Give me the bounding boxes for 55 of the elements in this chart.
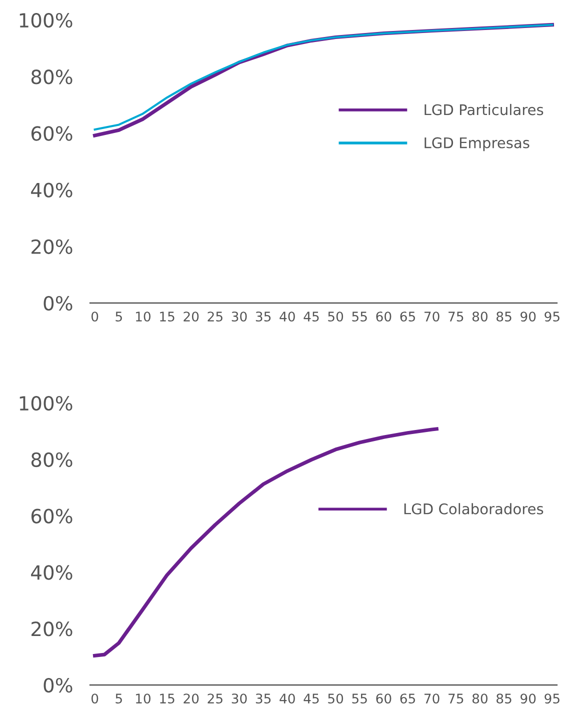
y-tick-label: 80% bbox=[31, 70, 72, 84]
x-tick-label: 80 bbox=[472, 694, 488, 704]
x-tick-label: 95 bbox=[544, 312, 560, 322]
y-tick-label: 0% bbox=[44, 296, 72, 311]
x-tick-label: 0 bbox=[91, 312, 98, 322]
x-tick-label: 45 bbox=[304, 694, 319, 704]
x-tick-label: 85 bbox=[496, 694, 512, 704]
y-tick-label: 100% bbox=[20, 396, 72, 411]
x-tick-label: 0 bbox=[91, 694, 98, 704]
x-tick-label: 30 bbox=[232, 312, 247, 322]
x-tick-label: 65 bbox=[400, 694, 415, 704]
x-tick-label: 50 bbox=[328, 312, 344, 322]
x-tick-label: 25 bbox=[208, 694, 222, 704]
x-tick-label: 60 bbox=[376, 694, 392, 704]
x-tick-label: 65 bbox=[400, 312, 415, 322]
y-tick-label: 0% bbox=[44, 678, 72, 693]
y-tick-label: 20% bbox=[32, 622, 72, 636]
x-tick-label: 10 bbox=[136, 312, 150, 322]
x-tick-label: 85 bbox=[496, 312, 512, 322]
x-tick-label: 20 bbox=[184, 694, 199, 704]
x-tick-label: 5 bbox=[116, 694, 122, 704]
x-tick-label: 70 bbox=[424, 312, 440, 322]
y-tick-label: 100% bbox=[20, 12, 72, 28]
x-tick-label: 75 bbox=[448, 694, 464, 704]
x-tick-label: 20 bbox=[184, 312, 199, 322]
legend-label: LGD Empresas bbox=[424, 137, 530, 152]
x-tick-label: 35 bbox=[256, 694, 271, 704]
x-tick-label: 30 bbox=[232, 694, 247, 704]
x-tick-label: 60 bbox=[376, 312, 392, 322]
x-tick-label: 55 bbox=[352, 312, 367, 322]
y-tick-label: 80% bbox=[31, 452, 72, 468]
legend-label: LGD Particulares bbox=[424, 104, 544, 116]
y-tick-label: 60% bbox=[31, 126, 72, 141]
x-tick-label: 55 bbox=[352, 694, 367, 704]
x-tick-label: 10 bbox=[136, 694, 150, 704]
x-tick-label: 40 bbox=[280, 694, 295, 704]
x-tick-label: 95 bbox=[544, 694, 560, 704]
y-tick-label: 20% bbox=[32, 239, 72, 254]
x-tick-label: 15 bbox=[160, 694, 174, 704]
x-tick-label: 40 bbox=[280, 312, 295, 322]
x-tick-label: 45 bbox=[304, 312, 319, 322]
x-tick-label: 5 bbox=[116, 312, 122, 322]
y-tick-label: 60% bbox=[31, 508, 72, 524]
x-tick-label: 80 bbox=[472, 312, 488, 322]
x-tick-label: 35 bbox=[256, 312, 271, 322]
x-tick-label: 75 bbox=[448, 312, 464, 322]
y-tick-label: 40% bbox=[31, 182, 72, 198]
x-tick-label: 25 bbox=[208, 312, 222, 322]
x-tick-label: 70 bbox=[424, 694, 440, 704]
x-tick-label: 90 bbox=[520, 694, 536, 704]
x-tick-label: 90 bbox=[520, 312, 536, 322]
x-tick-label: 15 bbox=[160, 312, 174, 322]
legend-label: LGD Colaboradores bbox=[404, 503, 544, 514]
y-tick-label: 40% bbox=[31, 565, 72, 580]
x-tick-label: 50 bbox=[328, 694, 344, 704]
